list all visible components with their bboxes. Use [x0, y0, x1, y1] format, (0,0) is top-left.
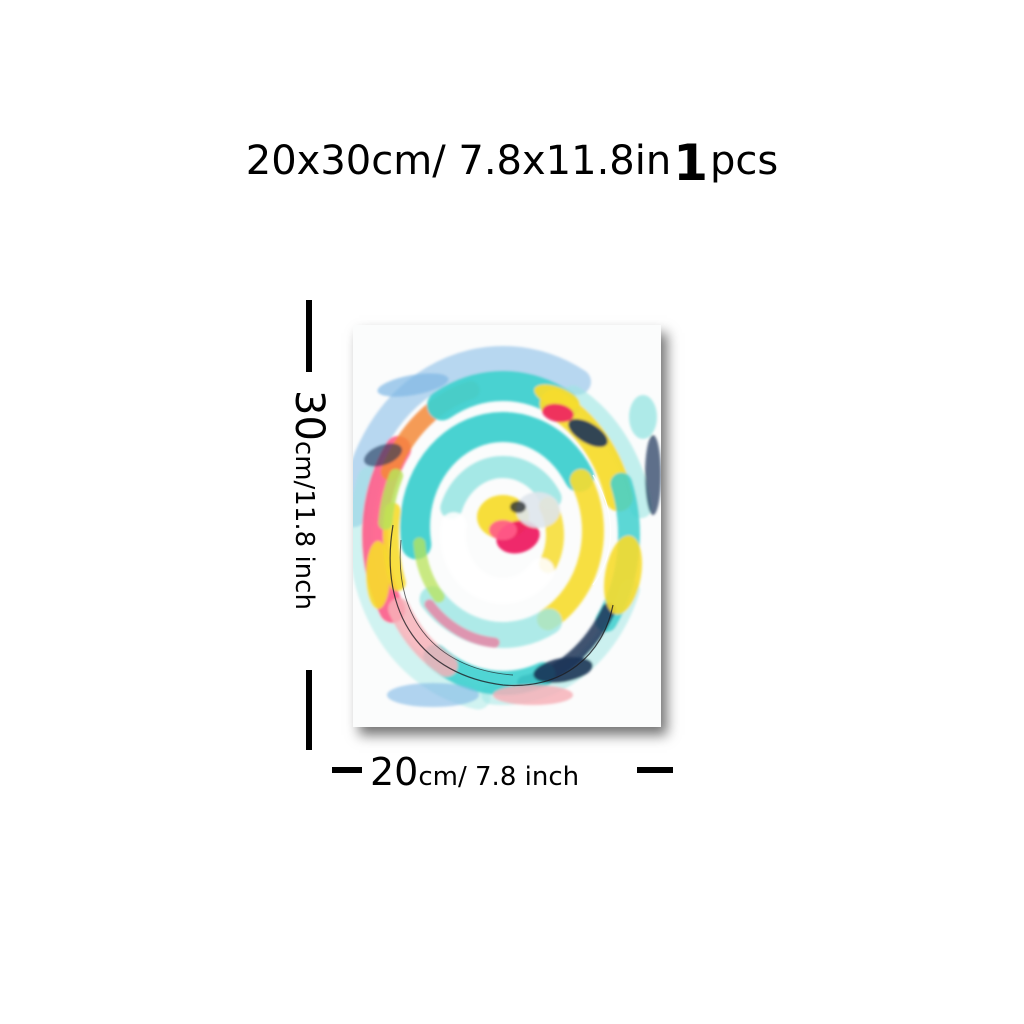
height-number: 30	[286, 390, 332, 441]
height-dimension-line-bottom	[306, 670, 312, 750]
width-units: cm/ 7.8 inch	[418, 762, 580, 792]
width-dimension-line-left	[332, 767, 362, 773]
width-number: 20	[370, 750, 419, 794]
height-units: cm/11.8 inch	[289, 440, 319, 610]
quantity-unit: pcs	[710, 138, 779, 184]
product-size-headline: 20x30cm/ 7.8x11.8in1pcs	[0, 132, 1024, 188]
canvas-print	[353, 325, 661, 727]
size-text: 20x30cm/ 7.8x11.8in	[245, 138, 672, 184]
quantity-number: 1	[673, 134, 708, 192]
width-dimension-line-right	[637, 767, 673, 773]
height-dimension-line-top	[306, 300, 312, 372]
abstract-swirl-painting	[353, 325, 661, 727]
height-dimension-label: 30cm/11.8 inch	[286, 390, 332, 650]
width-dimension-label: 20cm/ 7.8 inch	[370, 750, 579, 802]
